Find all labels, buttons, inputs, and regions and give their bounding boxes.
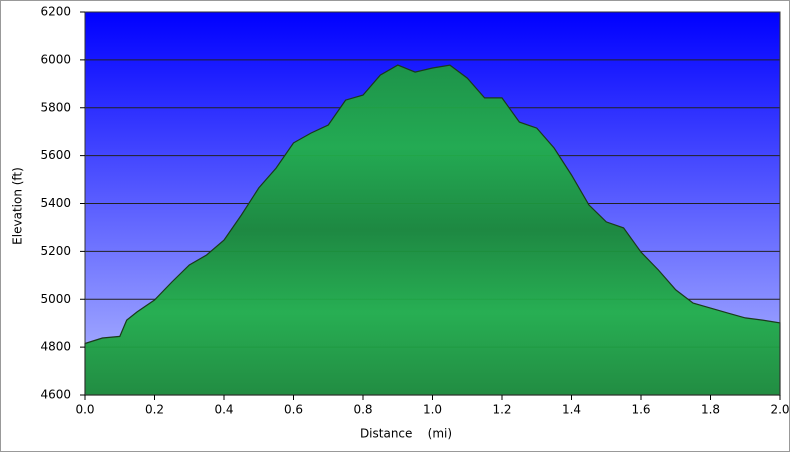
y-tick-label: 5200 [40, 244, 71, 258]
x-tick-label: 1.2 [492, 403, 511, 417]
x-tick-label: 0.2 [145, 403, 164, 417]
y-tick-label: 4600 [40, 388, 71, 402]
x-tick-label: 1.6 [631, 403, 650, 417]
y-axis-label: Elevation (ft) [11, 167, 25, 245]
y-tick-label: 5800 [40, 100, 71, 114]
x-tick-label: 0.6 [284, 403, 303, 417]
elevation-area [84, 64, 781, 396]
x-tick-label: 0.0 [75, 403, 94, 417]
x-tick-label: 1.0 [423, 403, 442, 417]
x-tick-label: 1.8 [701, 403, 720, 417]
x-tick-label: 1.4 [562, 403, 581, 417]
y-tick-label: 6200 [40, 5, 71, 19]
y-tick-label: 4800 [40, 340, 71, 354]
y-tick-label: 5400 [40, 196, 71, 210]
y-tick-label: 5600 [40, 148, 71, 162]
x-tick-label: 2.0 [770, 403, 789, 417]
x-axis-label: Distance (mi) [360, 427, 452, 441]
x-tick-label: 0.4 [214, 403, 233, 417]
y-tick-label: 6000 [40, 52, 71, 66]
y-tick-label: 5000 [40, 292, 71, 306]
x-tick-label: 0.8 [353, 403, 372, 417]
